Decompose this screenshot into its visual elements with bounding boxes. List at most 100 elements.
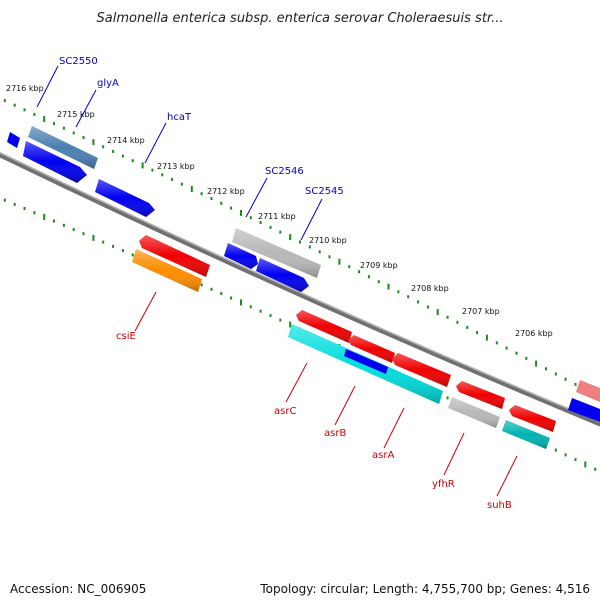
scale-label-2713: 2713 kbp bbox=[157, 162, 195, 171]
upper-tick-mark bbox=[53, 122, 55, 126]
reverse-genes bbox=[132, 235, 556, 449]
scale-label-2709: 2709 kbp bbox=[360, 261, 398, 270]
gene-label-csie[interactable]: csiE bbox=[116, 331, 136, 342]
upper-tick-mark bbox=[318, 250, 321, 254]
lower-tick-mark bbox=[210, 287, 213, 291]
upper-tick-mark bbox=[121, 154, 124, 158]
lower-tick-mark bbox=[92, 234, 95, 241]
upper-tick-mark bbox=[102, 145, 105, 149]
lower-tick-mark bbox=[112, 244, 115, 248]
upper-tick-mark bbox=[23, 108, 26, 112]
upper-tick-mark bbox=[259, 221, 262, 224]
upper-tick-mark bbox=[141, 162, 144, 169]
upper-tick-mark bbox=[554, 372, 557, 376]
upper-tick-mark bbox=[269, 225, 272, 229]
lower-tick-mark bbox=[13, 202, 16, 206]
gene-arrow-sc2550[interactable] bbox=[7, 132, 20, 148]
lower-tick-mark bbox=[3, 198, 6, 202]
upper-tick-mark bbox=[230, 206, 233, 210]
upper-tick-mark bbox=[43, 116, 46, 122]
lower-tick-mark bbox=[53, 219, 55, 223]
lower-tick-mark bbox=[43, 213, 46, 220]
lower-tick-mark bbox=[289, 321, 292, 328]
genome-backbone bbox=[0, 152, 600, 427]
upper-tick-mark bbox=[367, 275, 370, 279]
upper-tick-mark bbox=[436, 309, 439, 316]
scale-label-2710: 2710 kbp bbox=[309, 236, 347, 245]
lower-tick-mark bbox=[584, 461, 587, 468]
lower-tick-mark bbox=[594, 467, 597, 471]
gene-arrow-edge-pink[interactable] bbox=[576, 380, 600, 402]
lower-tick-mark bbox=[279, 318, 282, 322]
upper-tick-mark bbox=[161, 173, 164, 177]
upper-tick-mark bbox=[171, 178, 174, 181]
upper-tick-mark bbox=[525, 356, 528, 360]
upper-tick-mark bbox=[564, 377, 567, 381]
upper-tick-mark bbox=[397, 290, 400, 294]
upper-tick-mark bbox=[505, 346, 508, 350]
forward-genes bbox=[7, 126, 600, 422]
lower-tick-mark bbox=[269, 314, 272, 318]
gene-label-asrc[interactable]: asrC bbox=[274, 406, 296, 417]
upper-tick-mark bbox=[426, 305, 429, 309]
lower-tick-mark bbox=[564, 453, 567, 457]
leader-line-asrc bbox=[285, 362, 308, 403]
lower-tick-mark bbox=[240, 299, 242, 306]
scale-label-2715: 2715 kbp bbox=[57, 110, 95, 119]
leader-line-suhb bbox=[496, 455, 518, 497]
upper-tick-mark bbox=[33, 112, 36, 116]
upper-tick-mark bbox=[338, 258, 341, 265]
accession-text: Accession: NC_006905 bbox=[10, 582, 147, 596]
lower-tick-mark bbox=[220, 292, 223, 296]
upper-tick-mark bbox=[220, 201, 223, 205]
lower-tick-mark bbox=[554, 448, 557, 452]
scale-label-2708: 2708 kbp bbox=[411, 284, 449, 293]
upper-tick-mark bbox=[574, 382, 577, 386]
upper-tick-mark bbox=[466, 325, 469, 329]
upper-tick-mark bbox=[377, 280, 380, 284]
leader-line-sc2546 bbox=[245, 177, 268, 218]
gene-arrow-edge-blue[interactable] bbox=[568, 398, 600, 422]
lower-tick-mark bbox=[131, 253, 134, 257]
leader-line-sc2550 bbox=[36, 65, 59, 108]
upper-tick-mark bbox=[3, 99, 6, 103]
gene-label-asra[interactable]: asrA bbox=[372, 450, 394, 461]
gene-label-asrb[interactable]: asrB bbox=[324, 428, 346, 439]
upper-tick-mark bbox=[180, 182, 183, 186]
gene-label-sc2546[interactable]: SC2546 bbox=[265, 166, 304, 177]
lower-tick-mark bbox=[23, 207, 26, 210]
upper-tick-mark bbox=[151, 168, 154, 172]
leader-line-csie bbox=[134, 291, 157, 332]
upper-tick-mark bbox=[200, 192, 203, 196]
reverse-gene-labels: csiE asrC asrB asrA yfhR suhB bbox=[116, 291, 518, 511]
upper-tick-mark bbox=[308, 245, 311, 249]
lower-tick-mark bbox=[446, 396, 449, 400]
upper-tick-mark bbox=[13, 103, 16, 107]
gene-label-hcat[interactable]: hcaT bbox=[167, 112, 192, 123]
forward-gene-labels: SC2550 glyA hcaT SC2546 SC2545 bbox=[36, 56, 344, 241]
upper-tick-mark bbox=[131, 159, 134, 163]
leader-line-sc2545 bbox=[300, 198, 323, 241]
leader-line-asra bbox=[383, 407, 405, 449]
lower-tick-mark bbox=[102, 240, 105, 244]
lower-tick-mark bbox=[249, 305, 252, 309]
lower-tick-mark bbox=[62, 223, 65, 227]
lower-tick-mark bbox=[121, 249, 124, 253]
gene-label-glya[interactable]: glyA bbox=[97, 78, 119, 89]
gene-label-suhb[interactable]: suhB bbox=[487, 500, 512, 511]
upper-tick-mark bbox=[417, 300, 420, 304]
upper-tick-mark bbox=[62, 126, 65, 130]
upper-tick-mark bbox=[240, 209, 242, 216]
gene-arrow-blue-inner[interactable] bbox=[344, 349, 388, 374]
upper-tick-mark bbox=[92, 139, 95, 146]
gene-label-sc2545[interactable]: SC2545 bbox=[305, 186, 344, 197]
upper-tick-mark bbox=[82, 136, 85, 139]
gene-label-yfhr[interactable]: yfhR bbox=[432, 479, 455, 490]
scale-label-2711: 2711 kbp bbox=[258, 212, 296, 221]
upper-tick-mark bbox=[535, 360, 538, 367]
scale-label-2714: 2714 kbp bbox=[107, 136, 145, 145]
gene-label-sc2550[interactable]: SC2550 bbox=[59, 56, 98, 67]
upper-tick-mark bbox=[72, 131, 75, 135]
upper-tick-mark bbox=[476, 331, 479, 335]
